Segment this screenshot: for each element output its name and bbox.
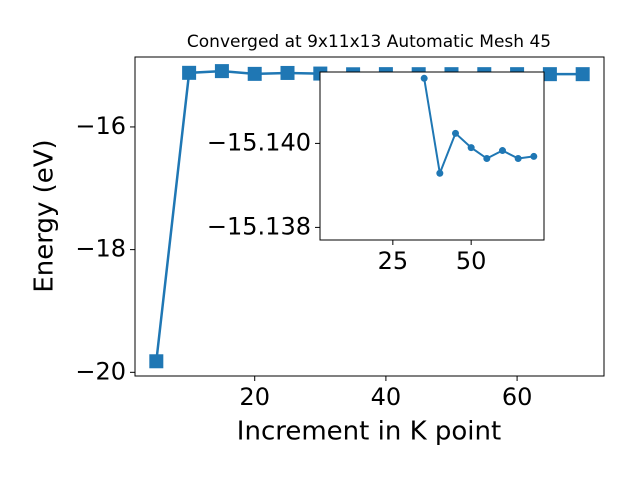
plot-area [319, 71, 545, 241]
marker [575, 67, 590, 82]
chart-title: Converged at 9x11x13 Automatic Mesh 45 [187, 32, 551, 52]
marker [542, 67, 557, 82]
y-tick-label: −16 [75, 112, 126, 140]
marker [451, 129, 459, 137]
marker [214, 64, 229, 79]
x-tick-label: 20 [239, 383, 270, 411]
marker [280, 65, 295, 80]
y-axis-label: Energy (eV) [30, 139, 60, 292]
x-axis-label: Increment in K point [237, 417, 501, 447]
marker [483, 155, 491, 163]
y-tick-label: −15.140 [207, 128, 311, 156]
y-tick-label: −18 [75, 235, 126, 263]
y-tick-label: −15.138 [207, 212, 311, 240]
marker [498, 147, 506, 155]
x-tick-label: 60 [502, 383, 533, 411]
marker [182, 65, 197, 80]
marker [247, 66, 262, 81]
marker [149, 354, 164, 369]
marker [530, 152, 538, 160]
marker [436, 169, 444, 177]
x-tick-label: 40 [371, 383, 402, 411]
marker [467, 144, 475, 152]
marker [514, 155, 522, 163]
y-tick-label: −20 [75, 357, 126, 385]
x-tick-label: 50 [456, 247, 487, 275]
marker [420, 74, 428, 82]
x-tick-label: 25 [378, 247, 409, 275]
